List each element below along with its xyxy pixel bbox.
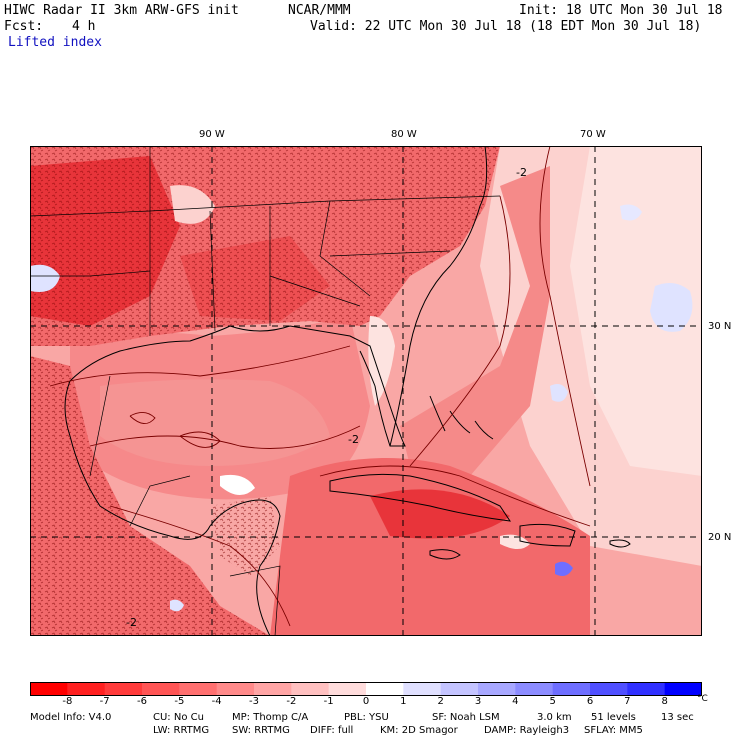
colorbar-swatch [515,682,554,696]
lon-label-70w: 70 W [580,129,606,140]
footer-levels: 51 levels [591,712,636,723]
colorbar-swatch [291,682,330,696]
colorbar-tick-label: 2 [437,696,444,707]
colorbar-swatch [627,682,666,696]
lat-label-20n: 20 N [708,532,732,543]
mexico-coast [64,380,281,636]
light-patch [170,185,215,224]
lon-label-80w: 80 W [391,129,417,140]
stronger-band [400,166,550,476]
footer-sflay: SFLAY: MM5 [584,725,643,736]
map-frame [30,146,702,636]
org-label: NCAR/MMM [288,3,351,18]
colorbar-swatch [254,682,292,696]
colorbar-swatch [664,682,703,696]
colorbar-tick-label: -8 [62,696,73,707]
jamaica-outline [429,549,461,560]
us-gulf-coast [69,325,406,447]
light-patch [368,316,395,406]
colorbar-tick-label: 3 [474,696,482,707]
graticule [30,146,702,636]
colorbar-tick-label: -7 [99,696,110,707]
colorbar-swatches [30,682,703,696]
us-atlantic-coast [389,146,488,447]
colorbar-tick-label: -3 [249,696,259,707]
colorbar-swatch [440,682,479,696]
footer-sw: SW: RRTMG [232,725,290,736]
contour-label: -2 [516,166,527,179]
lifted-index-map: -2 -2 -2 [30,146,702,636]
forecast-hour: 4 h [72,19,96,34]
contour-label: -2 [126,616,137,629]
colorbar-swatch [366,682,404,696]
footer-timestep: 13 sec [661,712,694,723]
hispaniola-outline [519,523,576,547]
valid-time: Valid: 22 UTC Mon 30 Jul 18 (18 EDT Mon … [310,19,702,34]
colorbar-swatch [478,682,516,696]
colorbar [30,681,703,696]
colorbar-tick-label: 1 [400,696,407,707]
footer-pbl: PBL: YSU [344,712,389,723]
colorbar-tick-label: 8 [661,696,668,707]
positive-patch [620,204,642,221]
colorbar-tick-label: -1 [323,696,334,707]
caribbean-region [270,458,590,636]
colorbar-swatch [30,682,68,696]
colorbar-swatch [67,682,106,696]
model-title: HIWC Radar II 3km ARW-GFS init [4,3,239,18]
lat-label-30n: 30 N [708,321,732,332]
colorbar-swatch [104,682,143,696]
gulf-inner [100,379,330,466]
forecast-label: Fcst: [4,19,44,34]
colorbar-tick-label: 5 [549,696,556,707]
colorbar-tick-label: 7 [624,696,631,707]
colorbar-tick-label: -5 [174,696,185,707]
light-patch [170,599,184,612]
footer-km: KM: 2D Smagor [380,725,458,736]
field-name: Lifted index [8,35,102,50]
atlantic-near-zero-region [570,146,702,476]
positive-patch [550,384,568,402]
bahamas-outline [429,395,494,440]
colorbar-swatch [179,682,218,696]
cuba-outline [329,473,512,522]
colorbar-swatch [552,682,591,696]
contours [49,146,591,627]
light-patch [30,264,60,292]
contour-label: -2 [348,433,359,446]
colorbar-tick-label: 0 [362,696,370,707]
light-patch [500,534,530,549]
colorbar-swatch [590,682,628,696]
init-time: Init: 18 UTC Mon 30 Jul 18 [519,3,723,18]
mexico-speckle [30,356,270,636]
yucatan-land [210,496,280,576]
footer-diff: DIFF: full [310,725,354,736]
footer-model-info: Model Info: V4.0 [30,712,112,723]
footer-lw: LW: RRTMG [153,725,210,736]
colorbar-swatch [328,682,367,696]
positive-patch [650,282,693,332]
colorbar-swatch [216,682,255,696]
footer-damp: DAMP: Rayleigh3 [484,725,570,736]
lon-label-90w: 90 W [199,129,225,140]
footer-cu: CU: No Cu [153,712,204,723]
light-patch [555,561,573,576]
light-patch [220,474,255,496]
colorbar-tick-label: 6 [586,696,594,707]
colorbar-swatch [403,682,442,696]
footer-mp: MP: Thomp C/A [232,712,309,723]
colorbar-unit: °C [697,694,708,704]
colorbar-tick-label: 4 [512,696,519,707]
colorbar-tick-label: -6 [137,696,147,707]
colorbar-swatch [142,682,180,696]
colorbar-frame [30,682,702,696]
coastlines [64,146,631,636]
colorbar-tick-label: -2 [286,696,297,707]
footer-sf: SF: Noah LSM [432,712,500,723]
puerto-rico-outline [609,539,631,548]
footer-resolution: 3.0 km [537,712,572,723]
us-land-speckle [30,146,500,346]
colorbar-tick-label: -4 [211,696,222,707]
